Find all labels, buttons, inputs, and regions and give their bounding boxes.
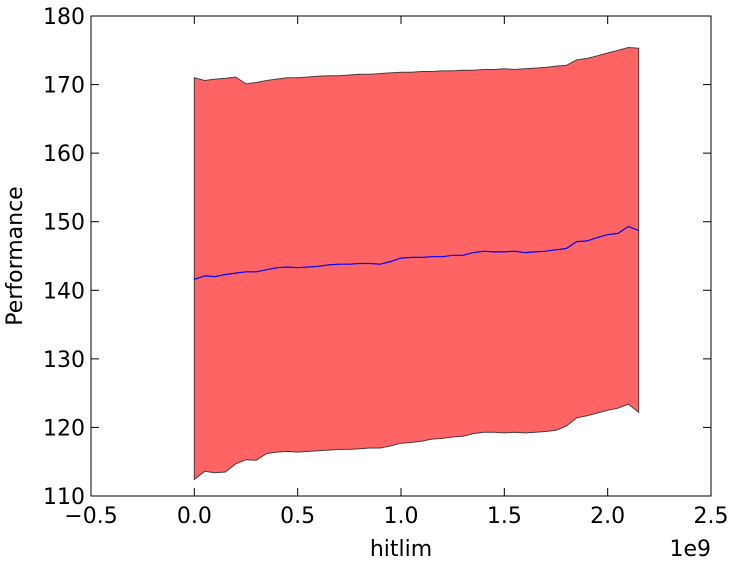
x-tick-label: 1.0: [384, 504, 419, 529]
y-tick-label: 150: [43, 211, 85, 236]
y-tick-label: 130: [43, 348, 85, 373]
plot-area: [193, 46, 640, 481]
x-tick-label: −0.5: [64, 504, 117, 529]
axis-ticks: −0.5 0.0 0.5 1.0 1.5 2.0 2.5 110 120 130 140 150 160…: [43, 5, 729, 529]
y-tick-label: 170: [43, 74, 85, 99]
x-tick-label: 0.5: [280, 504, 315, 529]
mean-line: [194, 225, 639, 280]
x-tick-label: 0.0: [177, 504, 212, 529]
confidence-band: [193, 46, 640, 481]
y-tick-label: 140: [43, 279, 85, 304]
y-tick-label: 110: [43, 485, 85, 510]
x-tick-label: 1.5: [487, 504, 522, 529]
y-tick-label: 120: [43, 416, 85, 441]
y-tick-label: 180: [43, 5, 85, 30]
x-axis-offset-label: 1e9: [669, 537, 711, 562]
y-tick-label: 160: [43, 142, 85, 167]
x-axis-title: hitlim: [370, 537, 432, 562]
y-axis-title: Performance: [3, 186, 28, 325]
x-tick-label: 2.0: [590, 504, 625, 529]
x-tick-label: 2.5: [694, 504, 729, 529]
